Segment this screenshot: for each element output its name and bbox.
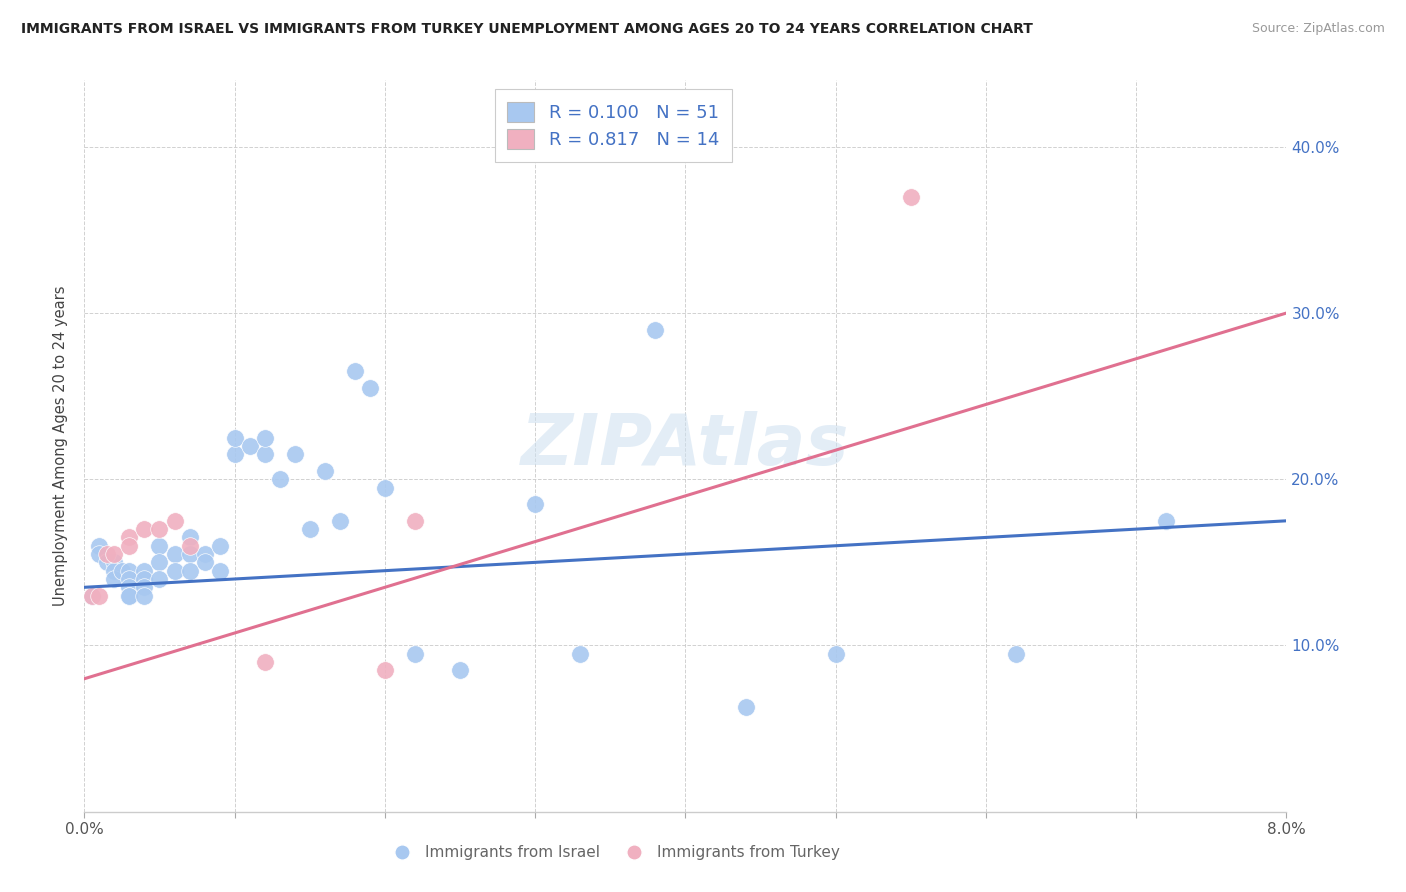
Point: [644, 323, 666, 337]
Y-axis label: Unemployment Among Ages 20 to 24 years: Unemployment Among Ages 20 to 24 years: [53, 285, 69, 607]
Point: [269, 472, 291, 486]
Point: [208, 564, 231, 578]
Point: [253, 447, 276, 461]
Point: [118, 572, 141, 586]
Point: [118, 530, 141, 544]
Point: [134, 580, 156, 594]
Point: [103, 572, 125, 586]
Point: [208, 539, 231, 553]
Point: [374, 481, 396, 495]
Point: [148, 539, 170, 553]
Point: [118, 580, 141, 594]
Point: [404, 514, 426, 528]
Point: [194, 547, 217, 561]
Point: [163, 564, 186, 578]
Point: [118, 564, 141, 578]
Point: [343, 364, 366, 378]
Point: [111, 564, 134, 578]
Point: [134, 572, 156, 586]
Point: [253, 655, 276, 669]
Point: [89, 589, 111, 603]
Point: [404, 647, 426, 661]
Point: [329, 514, 352, 528]
Point: [89, 539, 111, 553]
Point: [179, 539, 201, 553]
Point: [118, 589, 141, 603]
Point: [134, 564, 156, 578]
Point: [224, 447, 246, 461]
Point: [900, 189, 922, 203]
Point: [284, 447, 307, 461]
Point: [103, 564, 125, 578]
Point: [1005, 647, 1028, 661]
Point: [179, 530, 201, 544]
Text: ZIPAtlas: ZIPAtlas: [522, 411, 849, 481]
Point: [179, 564, 201, 578]
Point: [96, 555, 118, 569]
Point: [148, 522, 170, 536]
Point: [163, 547, 186, 561]
Point: [298, 522, 321, 536]
Point: [314, 464, 336, 478]
Point: [118, 589, 141, 603]
Text: IMMIGRANTS FROM ISRAEL VS IMMIGRANTS FROM TURKEY UNEMPLOYMENT AMONG AGES 20 TO 2: IMMIGRANTS FROM ISRAEL VS IMMIGRANTS FRO…: [21, 22, 1033, 37]
Point: [103, 555, 125, 569]
Point: [734, 700, 756, 714]
Point: [134, 522, 156, 536]
Point: [449, 664, 471, 678]
Point: [239, 439, 262, 453]
Point: [1156, 514, 1178, 528]
Text: Source: ZipAtlas.com: Source: ZipAtlas.com: [1251, 22, 1385, 36]
Point: [179, 547, 201, 561]
Point: [569, 647, 592, 661]
Point: [118, 539, 141, 553]
Point: [89, 547, 111, 561]
Point: [148, 572, 170, 586]
Point: [80, 589, 103, 603]
Point: [224, 431, 246, 445]
Point: [374, 664, 396, 678]
Point: [824, 647, 846, 661]
Point: [163, 514, 186, 528]
Point: [103, 547, 125, 561]
Point: [96, 547, 118, 561]
Point: [134, 589, 156, 603]
Point: [194, 555, 217, 569]
Point: [359, 381, 381, 395]
Point: [524, 497, 547, 511]
Legend: Immigrants from Israel, Immigrants from Turkey: Immigrants from Israel, Immigrants from …: [381, 839, 845, 866]
Point: [148, 555, 170, 569]
Point: [80, 589, 103, 603]
Point: [253, 431, 276, 445]
